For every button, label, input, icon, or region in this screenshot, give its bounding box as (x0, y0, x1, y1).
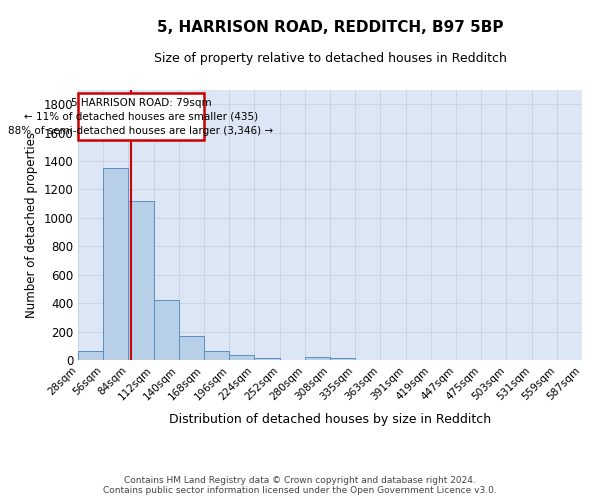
Y-axis label: Number of detached properties: Number of detached properties (25, 132, 38, 318)
Text: Contains HM Land Registry data © Crown copyright and database right 2024.
Contai: Contains HM Land Registry data © Crown c… (103, 476, 497, 495)
Text: 5, HARRISON ROAD, REDDITCH, B97 5BP: 5, HARRISON ROAD, REDDITCH, B97 5BP (157, 20, 503, 35)
Bar (154, 300, 179, 360)
Bar (128, 201, 154, 360)
Bar (330, 358, 355, 360)
Bar (103, 168, 128, 360)
Text: 5 HARRISON ROAD: 79sqm
← 11% of detached houses are smaller (435)
88% of semi-de: 5 HARRISON ROAD: 79sqm ← 11% of detached… (8, 98, 274, 136)
Bar (229, 355, 254, 360)
Bar (305, 357, 330, 360)
X-axis label: Distribution of detached houses by size in Redditch: Distribution of detached houses by size … (169, 413, 491, 426)
Bar (179, 336, 204, 360)
Bar (204, 352, 229, 360)
Text: Size of property relative to detached houses in Redditch: Size of property relative to detached ho… (154, 52, 506, 65)
FancyBboxPatch shape (78, 93, 204, 140)
Bar (254, 358, 280, 360)
Bar (78, 352, 103, 360)
